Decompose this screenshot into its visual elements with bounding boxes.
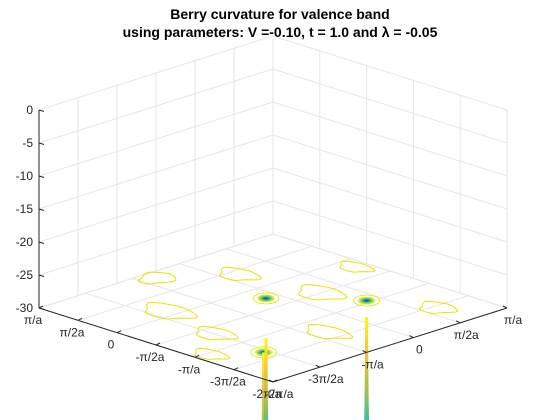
floor-gridline bbox=[233, 295, 469, 371]
floor-gridline bbox=[85, 292, 320, 368]
z-tick-label: -30 bbox=[16, 301, 34, 315]
axes: 0-5-10-15-20-25-30π/aπ/2a0-π/2a-π/a-3π/2… bbox=[16, 103, 523, 401]
floor-contour bbox=[137, 271, 177, 285]
surface-dip bbox=[364, 317, 370, 420]
y-axis-line bbox=[272, 307, 508, 383]
floor-contour bbox=[339, 260, 376, 273]
floor-gridline bbox=[132, 277, 367, 353]
x-tick-label: -π/2a bbox=[136, 350, 165, 364]
back-gridline bbox=[272, 68, 508, 144]
floor-contour bbox=[144, 301, 199, 320]
z-tick-label: -25 bbox=[16, 268, 34, 282]
back-gridline bbox=[272, 35, 508, 111]
x-tick bbox=[194, 354, 200, 358]
y-tick-label: -3π/2a bbox=[308, 372, 344, 386]
surface-dip bbox=[263, 337, 269, 420]
x-tick bbox=[116, 330, 122, 334]
x-tick-label: -π/a bbox=[178, 362, 201, 376]
floor-grid bbox=[38, 233, 508, 383]
x-tick bbox=[38, 305, 44, 309]
back-gridline bbox=[272, 167, 508, 243]
y-tick bbox=[362, 349, 367, 353]
y-tick-label: 0 bbox=[416, 343, 423, 357]
floor-gridline bbox=[155, 270, 391, 346]
back-gridline bbox=[272, 134, 508, 210]
floor-gridline bbox=[38, 233, 274, 309]
x-tick-label: -2π/a bbox=[253, 387, 282, 401]
chart-subtitle: using parameters: V =-0.10, t = 1.0 and … bbox=[122, 24, 438, 40]
y-tick bbox=[409, 335, 414, 339]
floor-gridline bbox=[194, 282, 430, 358]
floor-gridline bbox=[77, 245, 313, 321]
x-tick-label: π/a bbox=[24, 313, 43, 327]
x-tick bbox=[155, 342, 161, 346]
y-tick bbox=[502, 305, 508, 309]
y-tick-label: π/2a bbox=[454, 328, 479, 342]
y-tick bbox=[455, 320, 461, 324]
floor-gridline bbox=[179, 263, 414, 339]
floor-contour bbox=[306, 323, 354, 340]
floor-contour bbox=[218, 266, 263, 282]
z-tick bbox=[38, 142, 45, 145]
back-gridline bbox=[272, 101, 508, 177]
z-tick bbox=[38, 109, 45, 112]
y-tick bbox=[268, 379, 274, 383]
x-tick-label: π/2a bbox=[60, 325, 85, 339]
y-tick-label: -π/a bbox=[361, 357, 384, 371]
z-tick bbox=[38, 307, 45, 310]
x-tick bbox=[77, 317, 83, 321]
chart-title: Berry curvature for valence band bbox=[170, 6, 390, 22]
back-gridline bbox=[272, 200, 508, 276]
floor-contour-spot bbox=[358, 296, 376, 305]
floor-contour bbox=[252, 292, 280, 305]
z-tick bbox=[38, 241, 45, 244]
floor-contour bbox=[194, 347, 231, 360]
x-tick-label: 0 bbox=[108, 338, 115, 352]
y-tick-label: -2π/a bbox=[265, 387, 294, 401]
floor-contour bbox=[195, 325, 239, 341]
y-tick bbox=[315, 364, 321, 368]
floor-gridline bbox=[116, 258, 352, 334]
x-tick bbox=[233, 367, 239, 371]
z-tick bbox=[38, 274, 45, 277]
floor-contour bbox=[418, 300, 459, 314]
x-tick-label: -3π/2a bbox=[210, 375, 246, 389]
z-tick-label: -20 bbox=[16, 235, 34, 249]
floor-contours bbox=[137, 260, 459, 360]
floor-contour bbox=[297, 284, 348, 301]
z-tick-label: -10 bbox=[16, 169, 34, 183]
floor-contour-spot bbox=[257, 294, 275, 303]
floor-contour bbox=[353, 294, 381, 307]
surface-dips bbox=[261, 317, 370, 420]
z-tick-label: -5 bbox=[22, 136, 33, 150]
floor-gridline bbox=[272, 233, 508, 309]
z-tick-label: 0 bbox=[26, 103, 33, 117]
z-tick bbox=[38, 175, 45, 178]
z-tick bbox=[38, 208, 45, 211]
back-grid bbox=[38, 35, 508, 309]
z-tick-label: -15 bbox=[16, 202, 34, 216]
y-tick-label: π/a bbox=[504, 313, 523, 327]
x-tick bbox=[272, 379, 278, 383]
